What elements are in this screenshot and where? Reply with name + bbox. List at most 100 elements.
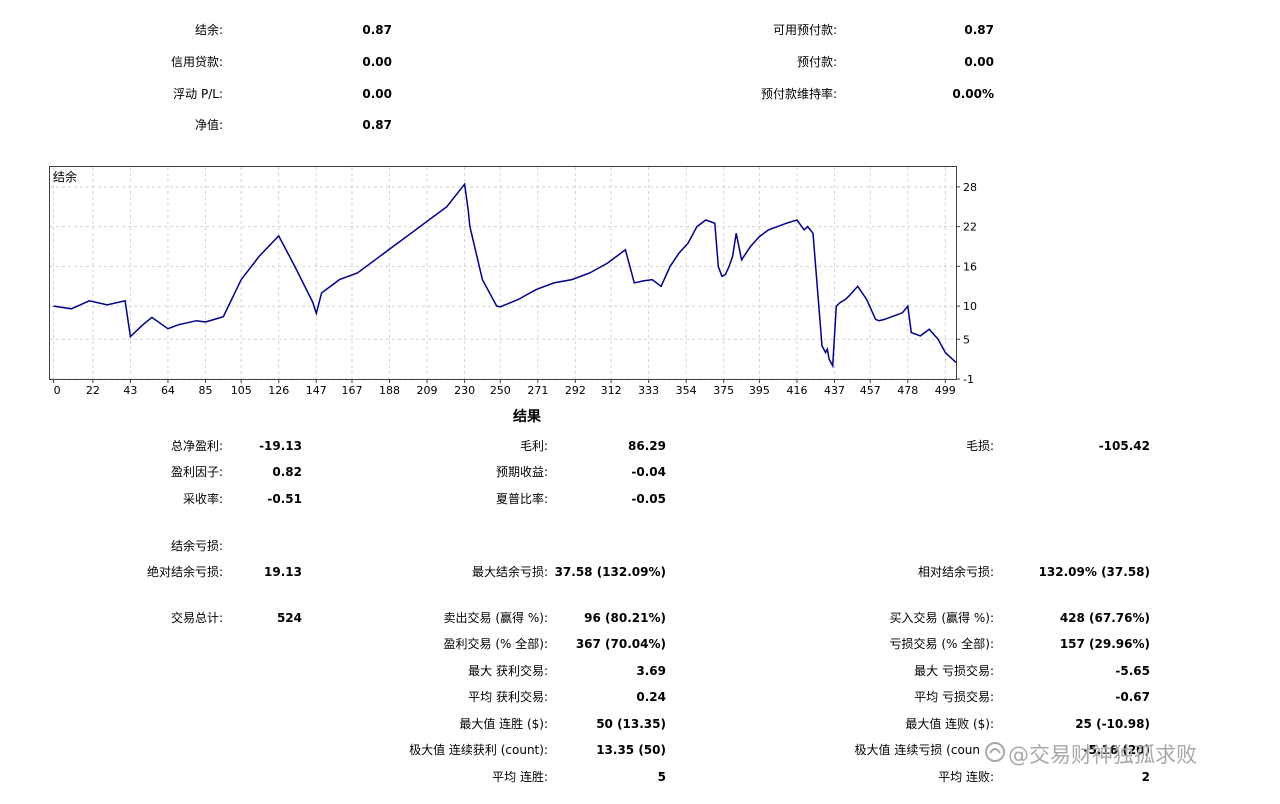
equity-label: 净值: [194, 118, 223, 132]
avg-profit-label: 平均 获利交易: [468, 690, 548, 704]
watermark: @交易财神独孤求败 [984, 740, 1197, 771]
long-trades-label: 买入交易 (赢得 %): [889, 611, 994, 625]
avg-profit-value: 0.24 [636, 690, 666, 704]
net-profit-label: 总净盈利: [170, 439, 223, 453]
max-consec-losses-label: 最大值 连败 ($): [905, 717, 994, 731]
recovery-factor-label: 采收率: [182, 492, 223, 506]
loss-trades-label: 亏损交易 (% 全部): [889, 637, 994, 651]
rel-drawdown-label: 相对结余亏损: [917, 565, 994, 579]
gross-loss-value: -105.42 [1098, 439, 1150, 453]
short-trades-label: 卖出交易 (赢得 %): [443, 611, 548, 625]
watermark-text: @交易财神独孤求败 [1008, 743, 1197, 767]
x-tick-label: 478 [897, 384, 918, 397]
x-tick-label: 292 [565, 384, 586, 397]
x-tick-label: 312 [601, 384, 622, 397]
profit-factor-label: 盈利因子: [170, 465, 223, 479]
largest-loss-label: 最大 亏损交易: [914, 664, 994, 678]
x-tick-label: 147 [306, 384, 327, 397]
equity-value: 0.87 [362, 118, 392, 132]
largest-profit-label: 最大 获利交易: [468, 664, 548, 678]
watermark-logo-icon [984, 741, 1006, 771]
x-tick-label: 43 [123, 384, 137, 397]
margin-level-label: 预付款维持率: [760, 87, 837, 101]
floating-pl-label: 浮动 P/L: [173, 87, 223, 101]
floating-pl-value: 0.00 [362, 87, 392, 101]
x-tick-label: 188 [379, 384, 400, 397]
x-tick-label: 230 [454, 384, 475, 397]
y-tick-label: 5 [963, 333, 970, 346]
x-tick-label: 333 [638, 384, 659, 397]
x-tick-label: 22 [86, 384, 100, 397]
chart-title: 结余 [53, 169, 77, 184]
free-margin-value: 0.87 [964, 23, 994, 37]
max-consec-wins-value: 50 (13.35) [596, 717, 666, 731]
x-tick-label: 416 [786, 384, 807, 397]
gross-loss-label: 毛损: [965, 439, 994, 453]
max-drawdown-value: 37.58 (132.09%) [554, 565, 666, 579]
gross-profit-label: 毛利: [519, 439, 548, 453]
free-margin-label: 可用预付款: [772, 23, 837, 37]
x-tick-label: 354 [676, 384, 697, 397]
sharpe-ratio-value: -0.05 [631, 492, 666, 506]
long-trades-value: 428 (67.76%) [1059, 611, 1150, 625]
x-tick-label: 395 [749, 384, 770, 397]
total-trades-value: 524 [276, 611, 302, 625]
rel-drawdown-value: 132.09% (37.58) [1038, 565, 1150, 579]
max-consec-losses-value: 25 (-10.98) [1075, 717, 1150, 731]
x-tick-label: 105 [231, 384, 252, 397]
margin-label: 预付款: [796, 55, 837, 69]
y-tick-label: 22 [963, 221, 977, 234]
short-trades-value: 96 (80.21%) [584, 611, 666, 625]
y-tick-label: 16 [963, 260, 977, 273]
largest-loss-value: -5.65 [1115, 664, 1150, 678]
avg-consec-wins-value: 5 [657, 770, 666, 784]
profit-factor-value: 0.82 [272, 465, 302, 479]
balance-value: 0.87 [362, 23, 392, 37]
gross-profit-value: 86.29 [628, 439, 666, 453]
x-tick-label: 375 [713, 384, 734, 397]
abs-drawdown-label: 绝对结余亏损: [146, 565, 223, 579]
margin-value: 0.00 [964, 55, 994, 69]
balance-line [53, 182, 957, 369]
credit-value: 0.00 [362, 55, 392, 69]
max-consec-wins-label: 最大值 连胜 ($): [459, 717, 548, 731]
avg-consec-wins-label: 平均 连胜: [492, 770, 548, 784]
y-tick-label: 10 [963, 300, 977, 313]
credit-label: 信用贷款: [170, 55, 223, 69]
max-consec-loss-count-value: -5.16 (20) [1083, 743, 1150, 757]
avg-loss-label: 平均 亏损交易: [914, 690, 994, 704]
y-tick-label: -1 [963, 373, 974, 386]
x-tick-label: 126 [268, 384, 289, 397]
expected-payoff-label: 预期收益: [495, 465, 548, 479]
abs-drawdown-value: 19.13 [264, 565, 302, 579]
avg-loss-value: -0.67 [1115, 690, 1150, 704]
net-profit-value: -19.13 [259, 439, 302, 453]
x-tick-label: 457 [860, 384, 881, 397]
profit-trades-value: 367 (70.04%) [575, 637, 666, 651]
avg-consec-losses-label: 平均 连败: [938, 770, 994, 784]
results-title: 结果 [513, 409, 541, 425]
x-tick-label: 167 [342, 384, 363, 397]
x-tick-label: 0 [54, 384, 61, 397]
margin-level-value: 0.00% [952, 87, 994, 101]
x-tick-label: 250 [490, 384, 511, 397]
expected-payoff-value: -0.04 [631, 465, 666, 479]
x-tick-label: 64 [161, 384, 175, 397]
sharpe-ratio-label: 夏普比率: [495, 492, 548, 506]
x-tick-label: 209 [417, 384, 438, 397]
balance-label: 结余: [194, 23, 223, 37]
max-consec-loss-count-label: 极大值 连续亏损 (coun [854, 743, 980, 757]
max-consec-profit-count-value: 13.35 (50) [596, 743, 666, 757]
max-consec-profit-count-label: 极大值 连续获利 (count): [409, 743, 548, 757]
x-tick-label: 437 [824, 384, 845, 397]
x-tick-label: 85 [198, 384, 212, 397]
x-tick-label: 499 [935, 384, 956, 397]
loss-trades-value: 157 (29.96%) [1059, 637, 1150, 651]
balance-chart: 结余 0 22 43 64 85 105 126 147 167 188 209 230 250 271 2… [49, 166, 977, 397]
total-trades-label: 交易总计: [170, 611, 223, 625]
balance-drawdown-label: 结余亏损: [170, 539, 223, 553]
profit-trades-label: 盈利交易 (% 全部): [443, 637, 548, 651]
y-tick-label: 28 [963, 181, 977, 194]
recovery-factor-value: -0.51 [267, 492, 302, 506]
x-tick-label: 271 [527, 384, 548, 397]
